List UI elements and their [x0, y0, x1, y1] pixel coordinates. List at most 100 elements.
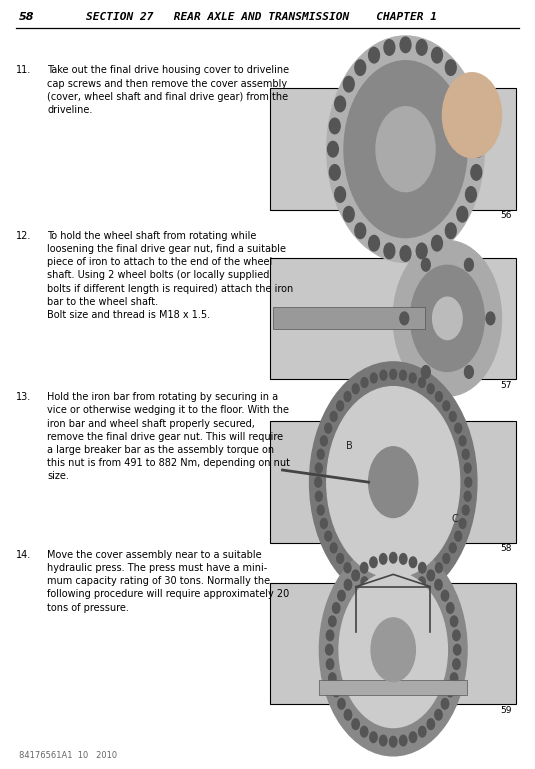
- Circle shape: [427, 571, 434, 581]
- Circle shape: [371, 618, 415, 681]
- Circle shape: [409, 581, 416, 591]
- Text: 58: 58: [501, 544, 512, 554]
- Circle shape: [473, 141, 484, 157]
- Circle shape: [449, 543, 456, 553]
- Circle shape: [328, 616, 336, 627]
- Circle shape: [409, 557, 417, 568]
- Circle shape: [327, 36, 484, 262]
- Circle shape: [410, 265, 484, 371]
- Circle shape: [418, 727, 426, 737]
- Circle shape: [462, 449, 469, 459]
- Circle shape: [453, 659, 460, 670]
- Circle shape: [326, 630, 334, 641]
- Circle shape: [418, 562, 426, 573]
- Circle shape: [416, 243, 427, 258]
- Circle shape: [320, 436, 327, 446]
- Circle shape: [320, 518, 327, 528]
- Circle shape: [344, 61, 467, 238]
- Circle shape: [400, 584, 407, 594]
- Circle shape: [389, 737, 397, 747]
- Circle shape: [418, 378, 425, 388]
- Text: C: C: [452, 514, 458, 524]
- Circle shape: [317, 449, 324, 459]
- Text: SECTION 27   REAR AXLE AND TRANSMISSION    CHAPTER 1: SECTION 27 REAR AXLE AND TRANSMISSION CH…: [86, 12, 437, 22]
- Circle shape: [435, 710, 442, 720]
- Circle shape: [462, 505, 469, 515]
- Circle shape: [335, 96, 346, 112]
- Circle shape: [464, 491, 471, 501]
- Circle shape: [333, 603, 340, 614]
- Circle shape: [344, 563, 351, 573]
- Circle shape: [319, 544, 467, 756]
- Text: 59: 59: [501, 706, 512, 715]
- Bar: [319, 680, 467, 694]
- Circle shape: [343, 206, 354, 222]
- Text: 58: 58: [19, 12, 34, 22]
- Circle shape: [449, 411, 456, 421]
- Bar: [270, 258, 516, 379]
- Text: 12.: 12.: [16, 231, 32, 241]
- Circle shape: [330, 165, 340, 180]
- Circle shape: [315, 491, 322, 501]
- Circle shape: [400, 246, 411, 261]
- Circle shape: [325, 644, 333, 655]
- Circle shape: [325, 531, 332, 541]
- Circle shape: [370, 732, 377, 743]
- Circle shape: [355, 223, 366, 238]
- Circle shape: [422, 365, 430, 378]
- Circle shape: [471, 118, 482, 134]
- Circle shape: [376, 107, 435, 191]
- Text: Take out the final drive housing cover to driveline
cap screws and then remove t: Take out the final drive housing cover t…: [47, 65, 289, 115]
- Circle shape: [339, 572, 447, 727]
- Circle shape: [422, 258, 430, 271]
- Circle shape: [427, 570, 434, 581]
- Circle shape: [337, 554, 343, 564]
- Bar: [270, 88, 516, 210]
- Circle shape: [464, 463, 471, 473]
- Circle shape: [330, 411, 337, 421]
- Circle shape: [333, 686, 340, 697]
- Circle shape: [459, 436, 466, 446]
- Circle shape: [443, 401, 450, 411]
- Circle shape: [315, 478, 322, 487]
- Circle shape: [326, 659, 334, 670]
- Circle shape: [457, 206, 468, 222]
- Circle shape: [441, 698, 449, 709]
- Circle shape: [400, 37, 411, 52]
- Text: To hold the wheel shaft from rotating while
loosening the final drive gear nut, : To hold the wheel shaft from rotating wh…: [47, 231, 293, 320]
- Circle shape: [380, 584, 387, 594]
- Circle shape: [465, 187, 476, 202]
- Circle shape: [435, 579, 442, 590]
- Circle shape: [445, 60, 456, 75]
- Text: 84176561A1  10   2010: 84176561A1 10 2010: [19, 751, 117, 760]
- Circle shape: [345, 579, 351, 590]
- Circle shape: [355, 60, 366, 75]
- Circle shape: [352, 571, 359, 581]
- Circle shape: [328, 673, 336, 684]
- Circle shape: [338, 591, 345, 601]
- Bar: [270, 583, 516, 704]
- Text: 14.: 14.: [16, 550, 32, 560]
- Circle shape: [380, 370, 387, 380]
- Circle shape: [443, 554, 450, 564]
- Circle shape: [330, 118, 340, 134]
- Circle shape: [369, 235, 379, 251]
- Text: 11.: 11.: [16, 65, 32, 75]
- Circle shape: [459, 518, 466, 528]
- Circle shape: [344, 391, 351, 401]
- Circle shape: [442, 73, 501, 158]
- Circle shape: [432, 235, 442, 251]
- Circle shape: [330, 543, 337, 553]
- Text: 56: 56: [501, 211, 512, 221]
- Circle shape: [454, 644, 461, 655]
- Circle shape: [486, 312, 495, 325]
- Circle shape: [370, 557, 377, 568]
- Circle shape: [441, 591, 449, 601]
- Circle shape: [400, 312, 409, 325]
- Circle shape: [471, 165, 482, 180]
- Circle shape: [418, 577, 425, 587]
- Circle shape: [450, 673, 458, 684]
- Circle shape: [338, 698, 345, 709]
- Circle shape: [453, 630, 460, 641]
- Circle shape: [370, 581, 377, 591]
